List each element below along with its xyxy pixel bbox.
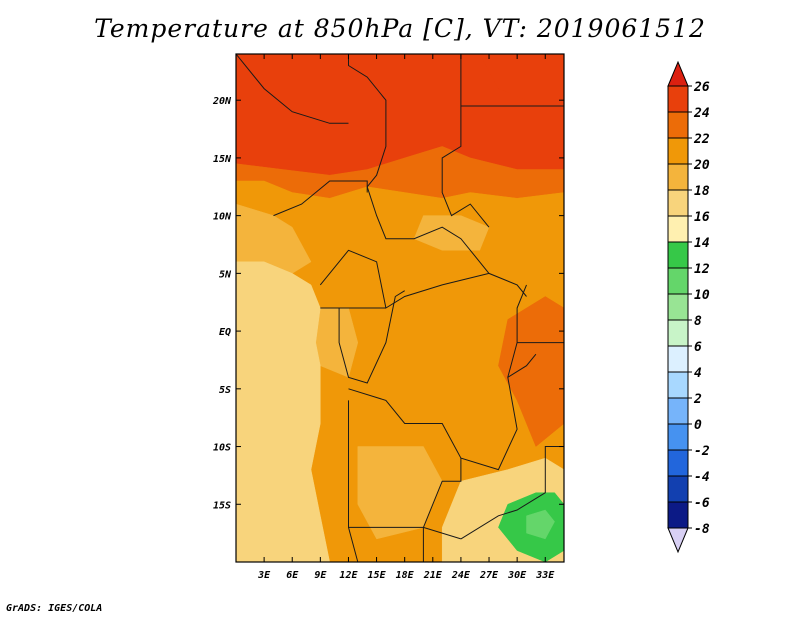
y-tick-label: 10N — [213, 212, 232, 223]
colorbar-label: 0 — [694, 418, 702, 433]
field-region-central-belt — [236, 180, 564, 562]
colorbar-label: 24 — [693, 106, 710, 121]
colorbar-segment — [667, 475, 689, 503]
colorbar-segment — [667, 449, 689, 477]
border-line — [441, 54, 490, 228]
colorbar-segment — [667, 293, 689, 321]
grads-credit: GrADS: IGES/COLA — [6, 603, 103, 614]
colorbar-bottom-arrow — [667, 527, 689, 554]
x-tick-label: 6E — [286, 570, 299, 581]
colorbar-label: 26 — [693, 80, 710, 95]
colorbar-top-arrow — [667, 60, 689, 87]
y-tick-label: 15N — [213, 154, 232, 165]
colorbar-segment — [667, 371, 689, 399]
plot-frame — [235, 53, 565, 563]
x-tick-label: 21E — [423, 570, 443, 581]
colorbar-segment — [667, 163, 689, 191]
field-region-lakes-warm — [498, 296, 564, 447]
x-tick-label: 27E — [479, 570, 499, 581]
y-tick-label: 5N — [219, 269, 232, 280]
colorbar-label: 6 — [694, 340, 702, 355]
colorbar-label: 8 — [694, 314, 702, 329]
y-axis: 20N 15N 10N 5N EQ 5S 10S 15S — [212, 96, 564, 511]
x-tick-label: 30E — [507, 570, 527, 581]
colorbar-label: 10 — [694, 288, 710, 303]
x-tick-label: 33E — [535, 570, 555, 581]
colorbar-label: 12 — [694, 262, 710, 277]
colorbar-segment — [667, 241, 689, 269]
field-region-gulf-cool — [236, 261, 330, 562]
colorbar-label: 20 — [693, 158, 710, 173]
colorbar-label: 2 — [693, 392, 702, 407]
border-line — [507, 353, 537, 378]
colorbar-label: 4 — [694, 366, 702, 381]
colorbar-label: 14 — [694, 236, 710, 251]
colorbar-segment — [667, 397, 689, 425]
x-tick-label: 18E — [396, 570, 415, 581]
colorbar-segment — [667, 501, 689, 529]
map-title: Temperature at 850hPa [C], VT: 201906151… — [94, 14, 706, 43]
colorbar-segment — [667, 111, 689, 139]
colorbar-segment — [667, 345, 689, 373]
border-line — [348, 54, 387, 188]
border-line — [460, 446, 564, 540]
colorbar-label: 18 — [694, 184, 710, 199]
x-tick-label: 9E — [314, 570, 327, 581]
x-tick-label: 24E — [451, 570, 471, 581]
border-line — [348, 400, 462, 540]
y-tick-label: 20N — [212, 96, 232, 107]
y-tick-label: 10S — [213, 443, 231, 454]
y-tick-label: 15S — [213, 500, 231, 511]
colorbar-segment — [667, 267, 689, 295]
y-tick-label: EQ — [219, 327, 231, 338]
x-tick-label: 12E — [339, 570, 358, 581]
x-tick-label: 3E — [257, 570, 271, 581]
border-line — [348, 527, 359, 562]
colorbar-label: -6 — [694, 496, 710, 511]
temperature-field — [236, 54, 564, 562]
border-line — [236, 54, 349, 124]
border-line — [366, 186, 527, 297]
colorbar-segment — [667, 85, 689, 113]
country-borders — [236, 54, 564, 562]
y-tick-label: 5S — [219, 385, 231, 396]
colorbar-segment — [667, 319, 689, 347]
border-line — [273, 180, 368, 217]
colorbar-label: 22 — [693, 132, 710, 147]
colorbar-label: -4 — [694, 470, 710, 485]
x-tick-label: 15E — [368, 570, 387, 581]
colorbar-segment — [667, 423, 689, 451]
border-line — [338, 290, 405, 384]
border-line — [422, 458, 462, 528]
colorbar-segment — [667, 189, 689, 217]
field-region-zambezi-green — [526, 509, 555, 540]
colorbar-label: 16 — [694, 210, 710, 225]
border-line — [348, 284, 527, 471]
x-axis: 3E 6E 9E 12E 15E 18E 21E 24E 27E 30E 33E — [257, 54, 555, 581]
colorbar-segment — [667, 137, 689, 165]
colorbar-label: -2 — [694, 444, 710, 459]
colorbar-segment — [667, 215, 689, 243]
colorbar-label: -8 — [694, 522, 710, 537]
